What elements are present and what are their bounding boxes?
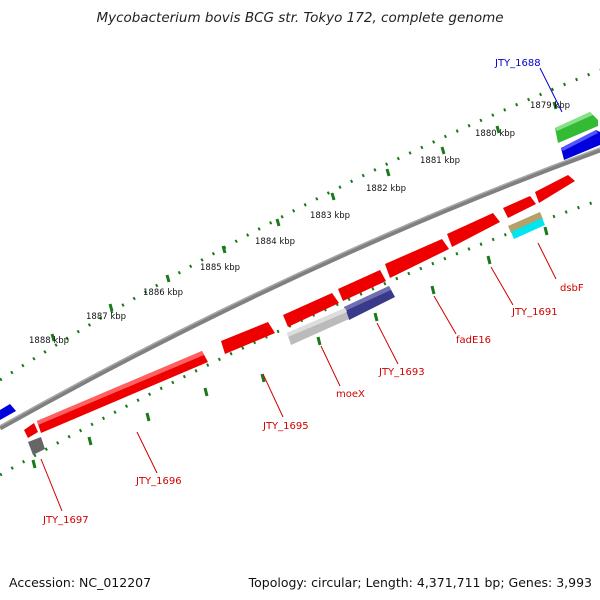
- gene-label-jty1697: JTY_1697: [42, 515, 89, 526]
- gene-label-jty1696: JTY_1696: [135, 476, 182, 487]
- gene-blue-forward[interactable]: [561, 130, 600, 160]
- kbp-label-1884: 1884 kbp: [255, 237, 295, 247]
- topology-text: Topology: circular; Length: 4,371,711 bp…: [248, 575, 592, 590]
- gene-red-forward-3[interactable]: [447, 213, 500, 247]
- gene-label-dsbF: dsbF: [560, 283, 584, 294]
- kbp-label-1885: 1885 kbp: [200, 263, 240, 273]
- gene-label-jty1693: JTY_1693: [378, 367, 425, 378]
- leader-dsbF: [537, 242, 557, 280]
- leader-jty1693: [376, 322, 399, 365]
- gene-red-forward-7[interactable]: [221, 322, 275, 354]
- gene-jty1688-green[interactable]: [555, 112, 598, 143]
- accession-text: Accession: NC_012207: [9, 575, 152, 590]
- kbp-label-1879: 1879 kbp: [530, 101, 570, 111]
- gene-label-jty1691: JTY_1691: [511, 307, 558, 318]
- leader-jty1696: [136, 431, 158, 474]
- gene-dsbF-tan[interactable]: [508, 212, 543, 233]
- leader-jty1691: [490, 266, 514, 306]
- kbp-label-1882: 1882 kbp: [366, 184, 406, 194]
- gene-label-jty1695: JTY_1695: [262, 421, 309, 432]
- gene-label-fadE16: fadE16: [456, 335, 491, 346]
- leader-fadE16: [433, 295, 457, 335]
- leader-moeX: [320, 345, 341, 387]
- gene-jty1696-red[interactable]: [37, 351, 208, 433]
- kbp-label-1886: 1886 kbp: [143, 288, 183, 298]
- gene-label-jty1688: JTY_1688: [494, 58, 541, 69]
- gene-red-forward-4[interactable]: [385, 239, 449, 278]
- gene-red-forward-1[interactable]: [535, 175, 575, 203]
- kbp-label-1880: 1880 kbp: [475, 129, 515, 139]
- gene-red-forward-6[interactable]: [283, 293, 339, 327]
- gene-jty1693-navy[interactable]: [344, 286, 395, 320]
- outer-major-ticks: [50, 101, 558, 342]
- inner-major-ticks: [31, 226, 549, 469]
- kbp-label-1888: 1888 kbp: [29, 336, 69, 346]
- gene-jty1697-red[interactable]: [24, 423, 38, 438]
- gene-red-forward-5[interactable]: [338, 270, 386, 301]
- kbp-label-1883: 1883 kbp: [310, 211, 350, 221]
- gene-blue-left[interactable]: [0, 404, 16, 420]
- kbp-label-1887: 1887 kbp: [86, 312, 126, 322]
- genome-title: Mycobacterium bovis BCG str. Tokyo 172, …: [96, 10, 504, 26]
- leader-jty1688: [539, 67, 563, 113]
- leader-jty1695: [262, 373, 284, 418]
- leader-lines: [40, 67, 563, 512]
- gene-moeX-gray[interactable]: [287, 308, 349, 345]
- gene-label-moeX: moeX: [336, 389, 365, 400]
- genome-backbone: [0, 147, 600, 431]
- kbp-label-1881: 1881 kbp: [420, 156, 460, 166]
- gene-red-forward-2[interactable]: [503, 196, 536, 218]
- leader-jty1697: [40, 458, 63, 512]
- gene-dsbF-cyan[interactable]: [511, 218, 545, 239]
- gene-jty1697-gray[interactable]: [28, 437, 45, 455]
- backbone-highlight: [0, 147, 600, 427]
